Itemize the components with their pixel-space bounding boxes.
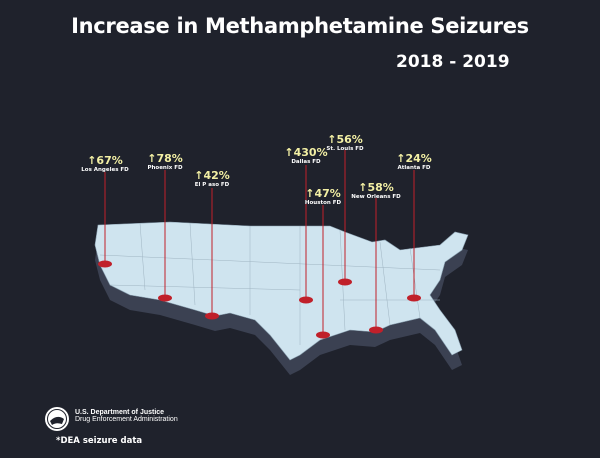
field-division-name: Dallas FD [291,159,321,165]
city-label: ↑42% El P aso FD [194,170,230,189]
field-division-name: St. Louis FD [326,146,364,152]
marker-group [98,150,421,339]
increase-percent: ↑78% [147,152,183,165]
increase-percent: ↑430% [284,146,328,159]
city-label: ↑24% Atlanta FD [396,153,432,172]
city-label: ↑67% Los Angeles FD [81,155,128,174]
doj-seal-icon [45,407,69,431]
year-range: 2018 - 2019 [396,52,510,72]
increase-percent: ↑47% [305,187,341,200]
city-label: ↑47% Houston FD [305,188,341,207]
marker-dot [316,331,330,339]
dept-name: U.S. Department of Justice [75,409,165,416]
city-label: ↑78% Phoenix FD [147,153,183,172]
field-division-name: El P aso FD [194,182,230,188]
increase-percent: ↑56% [327,133,363,146]
marker-dot [299,296,313,304]
marker-dot [407,294,421,302]
marker-dot [369,326,383,334]
city-label: ↑58% New Orleans FD [351,182,400,201]
page-title: Increase in Methamphetamine Seizures [71,14,529,38]
footnote: *DEA seizure data [56,436,143,446]
field-division-name: Houston FD [304,200,342,206]
increase-percent: ↑24% [396,152,432,165]
city-label: ↑56% St. Louis FD [326,134,363,153]
field-division-name: Phoenix FD [147,165,183,171]
marker-dot [158,294,172,302]
marker-dot [205,312,219,320]
city-label: ↑430% Dallas FD [284,147,327,166]
marker-dot [98,260,112,268]
field-division-name: New Orleans FD [351,194,401,200]
increase-percent: ↑58% [358,181,394,194]
field-division-name: Los Angeles FD [81,167,129,173]
map-top [94,221,469,361]
marker-dot [338,278,352,286]
increase-percent: ↑67% [87,154,123,167]
increase-percent: ↑42% [194,169,230,182]
field-division-name: Atlanta FD [397,165,431,171]
agency-block: U.S. Department of Justice Drug Enforcem… [75,409,178,423]
agency-name: Drug Enforcement Administration [75,416,178,423]
